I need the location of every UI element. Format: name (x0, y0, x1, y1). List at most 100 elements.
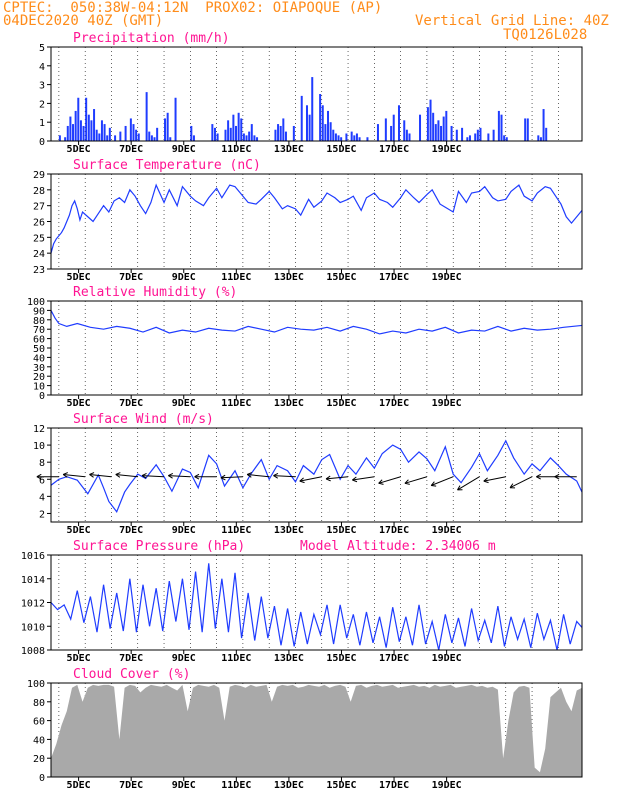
rh-xtick-label: 17DEC (379, 398, 409, 409)
precip-bar (253, 135, 256, 141)
precip-bar (366, 137, 369, 141)
press-note: Model Altitude: 2.34006 m (300, 539, 496, 554)
precip-bar (329, 122, 332, 141)
precip-bar (85, 97, 88, 141)
wind-arrow-head (168, 472, 174, 479)
precip-bar (77, 97, 80, 141)
precip-bar (334, 133, 337, 141)
precip-bar (432, 112, 435, 141)
precip-bar (479, 127, 482, 141)
precip-bar (174, 97, 177, 141)
wind-xtick-label: 5DEC (67, 525, 91, 536)
wind-arrow-head (483, 477, 489, 484)
temp-xtick-label: 11DEC (221, 272, 251, 283)
precip-bar (434, 124, 437, 141)
header-grid-note: Vertical Grid Line: 40Z (415, 13, 609, 29)
precip-bar (227, 120, 230, 141)
temp-ytick-label: 26 (33, 218, 45, 229)
precip-bar (132, 124, 135, 141)
wind-arrow-head (62, 472, 68, 478)
cloud-xtick-label: 19DEC (432, 780, 462, 791)
precip-ytick-label: 3 (39, 81, 45, 92)
press-xtick-label: 9DEC (172, 653, 196, 664)
press-title: Surface Pressure (hPa) (73, 539, 245, 554)
precip-bar (98, 133, 101, 141)
precip-bar (487, 133, 490, 141)
precip-bar (500, 114, 503, 141)
precip-xtick-label: 17DEC (379, 144, 409, 155)
precip-ytick-label: 4 (39, 62, 45, 73)
cloud-ytick-label: 40 (33, 735, 45, 746)
cloud-ytick-label: 20 (33, 754, 45, 765)
wind-xtick-label: 11DEC (221, 525, 251, 536)
precip-bar (137, 133, 140, 141)
precip-bar (79, 120, 82, 141)
rh-ytick-label: 0 (39, 391, 45, 402)
temp-series-line (50, 183, 583, 254)
press-xtick-label: 15DEC (326, 653, 356, 664)
precip-ytick-label: 1 (39, 118, 45, 129)
rh-xtick-label: 9DEC (172, 398, 196, 409)
precip-xtick-label: 9DEC (172, 144, 196, 155)
temp-xtick-label: 13DEC (274, 272, 304, 283)
wind-arrow (273, 475, 296, 478)
header-station: CPTEC: 050:38W-04:12N PROX02: OIAPOQUE (… (3, 0, 383, 16)
precip-bar (319, 94, 322, 141)
precip-bar (539, 137, 542, 141)
rh-ytick-label: 80 (33, 316, 45, 327)
rh-xtick-label: 5DEC (67, 398, 91, 409)
precip-bar (237, 112, 240, 141)
precip-bar (250, 124, 253, 141)
rh-ytick-label: 60 (33, 335, 45, 346)
precip-bar (332, 129, 335, 141)
wind-arrow-head (141, 472, 147, 479)
precip-bar (256, 137, 259, 141)
wind-arrow (220, 476, 243, 479)
wind-arrow (325, 476, 349, 480)
precip-bar (135, 129, 138, 141)
press-xtick-label: 17DEC (379, 653, 409, 664)
wind-arrow (378, 476, 401, 484)
wind-frame (50, 427, 583, 523)
rh-xtick-label: 15DEC (326, 398, 356, 409)
temp-xtick-label: 7DEC (119, 272, 143, 283)
temp-xtick-label: 9DEC (172, 272, 196, 283)
precip-ytick-label: 2 (39, 99, 45, 110)
precip-bar (350, 131, 353, 141)
rh-xtick-label: 7DEC (119, 398, 143, 409)
wind-arrow (404, 476, 428, 484)
cloud-xtick-label: 11DEC (221, 780, 251, 791)
wind-arrow-head (457, 485, 463, 491)
precip-bar (248, 131, 251, 141)
precip-bar (164, 118, 167, 141)
cloud-ytick-label: 80 (33, 698, 45, 709)
precip-bar (321, 105, 324, 141)
cloud-xtick-label: 17DEC (379, 780, 409, 791)
precip-bar (229, 127, 232, 141)
press-xtick-label: 11DEC (221, 653, 251, 664)
wind-arrow-head (273, 472, 279, 479)
cloud-xtick-label: 5DEC (67, 780, 91, 791)
precip-bar (426, 107, 429, 141)
temp-ytick-label: 25 (33, 233, 45, 244)
wind-arrow (168, 475, 191, 478)
precip-bar (524, 118, 527, 141)
cloud-ytick-label: 0 (39, 773, 45, 784)
cloud-xtick-label: 7DEC (119, 780, 143, 791)
wind-arrow (299, 476, 322, 482)
wind-arrow (89, 474, 112, 478)
wind-arrow (247, 474, 270, 478)
wind-arrow-head (89, 472, 95, 478)
precip-bar (282, 118, 285, 141)
precip-bar (403, 120, 406, 141)
precip-bar (169, 137, 172, 141)
cloud-ytick-label: 60 (33, 717, 45, 728)
wind-ytick-label: 8 (39, 458, 45, 469)
precip-bar (505, 137, 508, 141)
precip-bar (119, 131, 122, 141)
wind-arrow-head (430, 481, 437, 487)
wind-arrow-head (36, 473, 42, 480)
precip-bar (235, 125, 238, 141)
wind-arrow-head (246, 472, 252, 478)
precip-bar (95, 129, 98, 141)
